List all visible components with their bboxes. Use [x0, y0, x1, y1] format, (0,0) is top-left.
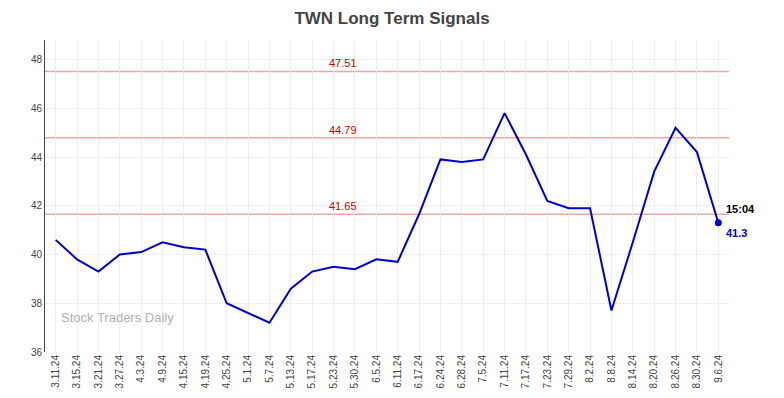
svg-text:8.8.24: 8.8.24 — [606, 355, 617, 383]
svg-text:44: 44 — [31, 152, 43, 163]
svg-text:5.23.24: 5.23.24 — [328, 355, 339, 389]
svg-text:6.28.24: 6.28.24 — [456, 355, 467, 389]
svg-text:8.2.24: 8.2.24 — [584, 355, 595, 383]
svg-text:41.65: 41.65 — [329, 200, 357, 212]
svg-text:3.15.24: 3.15.24 — [71, 355, 82, 389]
svg-text:42: 42 — [31, 200, 43, 211]
svg-text:Stock Traders Daily: Stock Traders Daily — [61, 310, 174, 325]
svg-text:8.26.24: 8.26.24 — [670, 355, 681, 389]
svg-text:5.30.24: 5.30.24 — [349, 355, 360, 389]
svg-text:8.30.24: 8.30.24 — [691, 355, 702, 389]
svg-text:38: 38 — [31, 298, 43, 309]
svg-text:5.1.24: 5.1.24 — [242, 355, 253, 383]
svg-text:8.14.24: 8.14.24 — [627, 355, 638, 389]
svg-text:46: 46 — [31, 103, 43, 114]
svg-text:41.3: 41.3 — [726, 227, 747, 239]
svg-text:5.17.24: 5.17.24 — [306, 355, 317, 389]
svg-text:40: 40 — [31, 249, 43, 260]
svg-text:9.6.24: 9.6.24 — [713, 355, 724, 383]
svg-text:48: 48 — [31, 54, 43, 65]
svg-text:3.11.24: 3.11.24 — [50, 355, 61, 388]
svg-text:4.25.24: 4.25.24 — [221, 355, 232, 389]
svg-text:47.51: 47.51 — [329, 57, 357, 69]
svg-text:8.20.24: 8.20.24 — [648, 355, 659, 389]
svg-text:7.5.24: 7.5.24 — [477, 355, 488, 383]
svg-text:6.24.24: 6.24.24 — [435, 355, 446, 389]
svg-text:4.3.24: 4.3.24 — [135, 355, 146, 383]
svg-text:7.17.24: 7.17.24 — [520, 355, 531, 389]
svg-text:5.13.24: 5.13.24 — [285, 355, 296, 389]
svg-text:4.15.24: 4.15.24 — [178, 355, 189, 389]
svg-text:3.21.24: 3.21.24 — [93, 355, 104, 389]
svg-text:6.17.24: 6.17.24 — [413, 355, 424, 389]
svg-text:4.9.24: 4.9.24 — [157, 355, 168, 383]
svg-text:5.7.24: 5.7.24 — [264, 355, 275, 383]
svg-text:15:04: 15:04 — [726, 203, 755, 215]
svg-text:6.11.24: 6.11.24 — [392, 355, 403, 388]
svg-text:6.5.24: 6.5.24 — [371, 355, 382, 383]
svg-text:TWN Long Term Signals: TWN Long Term Signals — [294, 9, 489, 28]
svg-text:4.19.24: 4.19.24 — [200, 355, 211, 389]
svg-text:7.29.24: 7.29.24 — [563, 355, 574, 389]
svg-text:7.23.24: 7.23.24 — [542, 355, 553, 389]
svg-text:36: 36 — [31, 347, 43, 358]
svg-text:3.27.24: 3.27.24 — [114, 355, 125, 389]
svg-text:44.79: 44.79 — [329, 124, 357, 136]
svg-text:7.11.24: 7.11.24 — [499, 355, 510, 388]
